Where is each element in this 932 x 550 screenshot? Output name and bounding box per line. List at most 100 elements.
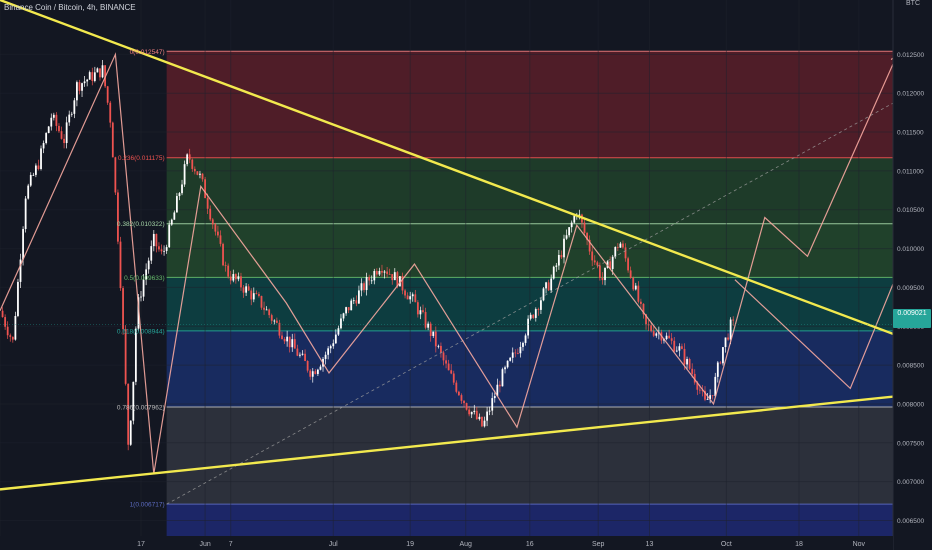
candle-body[interactable] bbox=[504, 367, 506, 370]
candle-body[interactable] bbox=[506, 360, 509, 368]
candle-body[interactable] bbox=[522, 342, 524, 347]
candle-body[interactable] bbox=[429, 323, 432, 336]
candle-body[interactable] bbox=[491, 398, 494, 411]
candle-body[interactable] bbox=[306, 361, 309, 371]
candle-body[interactable] bbox=[445, 360, 447, 364]
fib-retracement-zones[interactable] bbox=[166, 50, 932, 536]
candle-body[interactable] bbox=[83, 81, 86, 84]
candle-body[interactable] bbox=[698, 389, 701, 391]
candle-body[interactable] bbox=[496, 384, 499, 397]
candle-body[interactable] bbox=[401, 276, 404, 291]
candle-body[interactable] bbox=[258, 293, 260, 296]
candle-body[interactable] bbox=[168, 224, 171, 248]
candle-body[interactable] bbox=[378, 271, 381, 275]
candle-body[interactable] bbox=[78, 82, 81, 91]
candle-body[interactable] bbox=[406, 295, 409, 300]
candle-body[interactable] bbox=[381, 271, 383, 273]
candle-body[interactable] bbox=[252, 293, 255, 300]
candle-body[interactable] bbox=[481, 416, 483, 427]
candle-body[interactable] bbox=[391, 274, 394, 281]
candle-body[interactable] bbox=[160, 249, 163, 252]
candle-body[interactable] bbox=[60, 131, 63, 139]
candle-body[interactable] bbox=[440, 345, 442, 353]
candle-body[interactable] bbox=[1, 310, 4, 318]
currency-badge[interactable]: BTC bbox=[900, 0, 926, 16]
candle-body[interactable] bbox=[665, 335, 668, 340]
candle-body[interactable] bbox=[678, 346, 681, 351]
candle-body[interactable] bbox=[686, 359, 688, 365]
candle-body[interactable] bbox=[11, 336, 14, 340]
candle-body[interactable] bbox=[275, 320, 278, 323]
candle-body[interactable] bbox=[432, 331, 435, 336]
candle-body[interactable] bbox=[673, 340, 676, 352]
dashed-diagonal-line[interactable] bbox=[166, 51, 932, 505]
candle-body[interactable] bbox=[47, 126, 50, 134]
candle-body[interactable] bbox=[37, 165, 40, 170]
candle-body[interactable] bbox=[268, 309, 271, 316]
candle-body[interactable] bbox=[724, 337, 727, 348]
candle-body[interactable] bbox=[424, 311, 427, 328]
candle-body[interactable] bbox=[204, 179, 206, 199]
candle-body[interactable] bbox=[609, 261, 612, 269]
candle-body[interactable] bbox=[337, 328, 340, 335]
candle-body[interactable] bbox=[524, 335, 527, 343]
candle-body[interactable] bbox=[478, 416, 481, 420]
candle-body[interactable] bbox=[281, 335, 283, 340]
candle-body[interactable] bbox=[81, 83, 83, 91]
symbol-title[interactable]: Binance Coin / Bitcoin, 4h, BINANCE bbox=[4, 3, 136, 12]
candle-body[interactable] bbox=[375, 271, 378, 275]
candle-body[interactable] bbox=[193, 168, 196, 172]
candle-body[interactable] bbox=[27, 185, 30, 199]
candle-body[interactable] bbox=[611, 256, 614, 269]
candle-body[interactable] bbox=[32, 174, 35, 176]
candle-body[interactable] bbox=[555, 265, 558, 267]
candle-body[interactable] bbox=[529, 314, 532, 319]
candle-body[interactable] bbox=[493, 396, 496, 399]
candle-body[interactable] bbox=[247, 286, 250, 291]
candle-body[interactable] bbox=[457, 391, 460, 396]
candle-body[interactable] bbox=[127, 383, 130, 445]
candle-body[interactable] bbox=[119, 241, 122, 289]
candle-body[interactable] bbox=[593, 260, 596, 263]
candle-body[interactable] bbox=[181, 184, 183, 194]
candle-body[interactable] bbox=[65, 122, 68, 144]
candle-body[interactable] bbox=[706, 399, 709, 400]
candle-body[interactable] bbox=[132, 381, 135, 421]
candle-body[interactable] bbox=[722, 347, 724, 364]
candle-body[interactable] bbox=[114, 157, 117, 193]
candle-body[interactable] bbox=[393, 272, 396, 281]
candle-body[interactable] bbox=[142, 279, 145, 297]
candle-body[interactable] bbox=[40, 148, 42, 170]
fib-zone-0[interactable] bbox=[166, 51, 932, 158]
candle-body[interactable] bbox=[165, 247, 168, 251]
candle-body[interactable] bbox=[340, 318, 342, 329]
candle-body[interactable] bbox=[622, 243, 624, 248]
candle-body[interactable] bbox=[124, 329, 127, 384]
candle-body[interactable] bbox=[270, 315, 273, 321]
candle-body[interactable] bbox=[291, 339, 294, 348]
candle-body[interactable] bbox=[596, 262, 599, 266]
candle-body[interactable] bbox=[363, 283, 365, 291]
candle-body[interactable] bbox=[545, 282, 547, 289]
candle-body[interactable] bbox=[627, 258, 629, 271]
candle-body[interactable] bbox=[6, 326, 9, 336]
candle-body[interactable] bbox=[183, 164, 186, 185]
candle-body[interactable] bbox=[14, 315, 17, 340]
candle-body[interactable] bbox=[283, 339, 286, 342]
candle-body[interactable] bbox=[683, 348, 686, 365]
candle-body[interactable] bbox=[416, 302, 419, 315]
price-axis-panel[interactable] bbox=[893, 0, 932, 536]
candle-body[interactable] bbox=[191, 159, 194, 169]
candle-body[interactable] bbox=[342, 313, 345, 319]
candle-body[interactable] bbox=[442, 352, 445, 361]
candle-body[interactable] bbox=[691, 368, 694, 374]
candle-body[interactable] bbox=[373, 271, 376, 281]
candle-body[interactable] bbox=[186, 154, 189, 165]
candle-body[interactable] bbox=[675, 350, 678, 352]
candle-body[interactable] bbox=[286, 336, 289, 342]
candle-body[interactable] bbox=[173, 212, 176, 220]
candle-body[interactable] bbox=[217, 231, 219, 236]
candle-body[interactable] bbox=[483, 420, 486, 427]
candle-body[interactable] bbox=[624, 247, 627, 259]
candle-body[interactable] bbox=[122, 288, 124, 330]
